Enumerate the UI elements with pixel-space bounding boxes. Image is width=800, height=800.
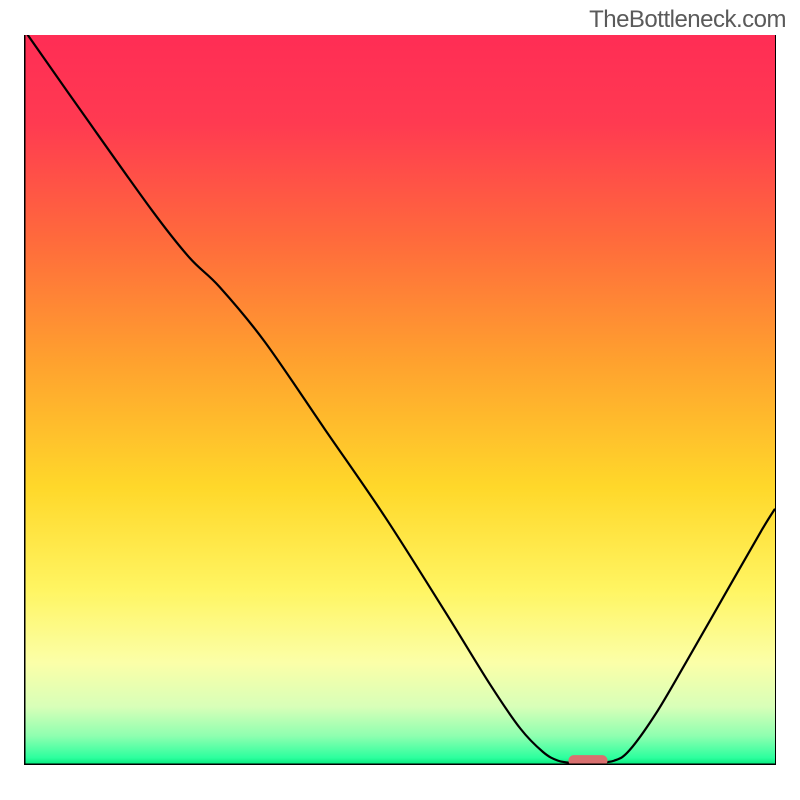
plot-area [24,35,776,765]
chart-svg [24,35,776,765]
gradient-background [24,35,776,765]
chart-container: TheBottleneck.com [0,0,800,800]
watermark-text: TheBottleneck.com [589,6,786,34]
